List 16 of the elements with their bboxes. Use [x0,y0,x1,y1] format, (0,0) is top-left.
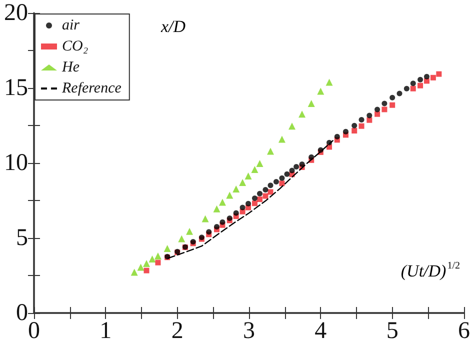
x-tick-label: 2 [171,318,184,344]
x-tick-label: 1 [100,318,112,344]
legend-label: He [61,60,80,76]
y-axis-title: x/D [160,17,186,36]
x-tick-label: 3 [243,318,255,344]
x-tick-label: 4 [314,318,327,344]
y-tick-label: 15 [4,75,28,101]
legend-label: Reference [61,80,122,96]
x-tick-label: 5 [386,318,398,344]
y-tick-label: 20 [4,0,28,26]
y-tick-label: 0 [16,300,28,326]
x-tick-label: 6 [458,318,470,344]
y-tick-label: 5 [16,225,28,251]
legend-label: CO₂ [62,38,88,54]
legend-label: air [62,18,80,34]
y-tick-label: 10 [4,150,28,176]
